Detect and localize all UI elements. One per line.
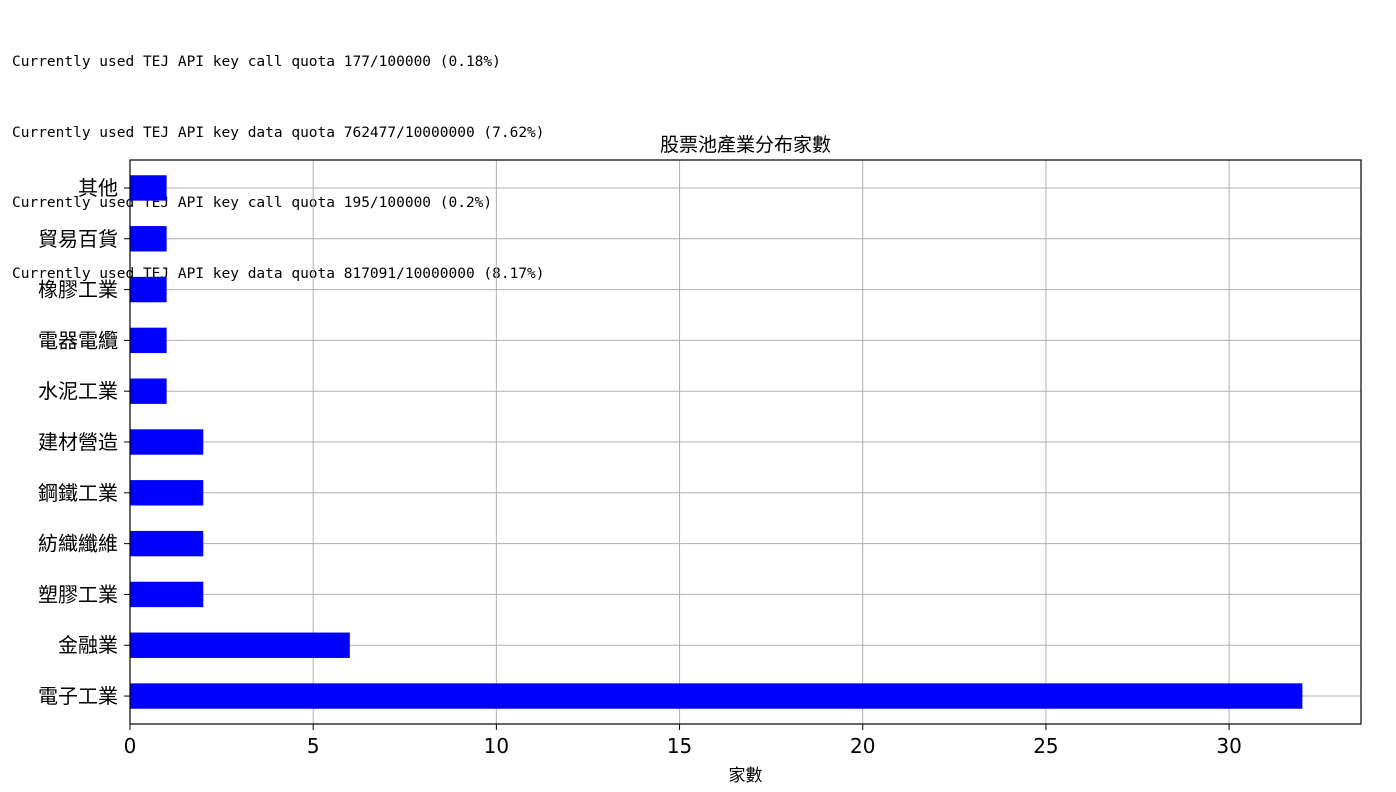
console-line: Currently used TEJ API key call quota 19… (12, 195, 493, 211)
x-tick-label: 10 (484, 734, 509, 758)
y-tick-label: 電器電纜 (38, 328, 118, 352)
y-tick-label: 橡膠工業 (38, 278, 118, 302)
x-tick-label: 0 (124, 734, 137, 758)
console-line: Currently used TEJ API key call quota 17… (12, 54, 501, 70)
bar (130, 378, 167, 404)
bar (130, 581, 204, 608)
y-tick-label: 其他 (78, 176, 118, 200)
bar (130, 327, 167, 354)
bar (130, 429, 204, 455)
y-tick-label: 金融業 (58, 633, 118, 657)
y-tick-label: 貿易百貨 (38, 227, 118, 251)
x-tick-label: 30 (1216, 734, 1241, 758)
y-tick-label: 電子工業 (38, 684, 118, 708)
bar (130, 480, 204, 506)
bar (130, 683, 1303, 709)
bar (130, 276, 167, 303)
y-tick-label: 塑膠工業 (38, 582, 118, 606)
y-tick-label: 水泥工業 (38, 379, 118, 403)
y-tick-label: 紡織纖維 (38, 532, 118, 556)
bar (130, 226, 167, 252)
y-tick-label: 鋼鐵工業 (38, 481, 118, 505)
x-axis-label: 家數 (729, 766, 763, 786)
x-tick-label: 20 (850, 734, 875, 758)
bar (130, 175, 167, 201)
bar (130, 530, 204, 557)
x-tick-label: 15 (667, 734, 692, 758)
chart-title: 股票池產業分布家數 (660, 134, 831, 156)
console-line: Currently used TEJ API key data quota 76… (12, 124, 545, 141)
y-tick-label: 建材營造 (38, 430, 118, 454)
x-tick-label: 25 (1033, 734, 1058, 758)
console-output: Currently used TEJ API key call quota 17… (12, 4, 545, 310)
bar (130, 632, 350, 658)
console-line: Currently used TEJ API key data quota 81… (12, 265, 545, 282)
x-tick-label: 5 (307, 734, 320, 758)
